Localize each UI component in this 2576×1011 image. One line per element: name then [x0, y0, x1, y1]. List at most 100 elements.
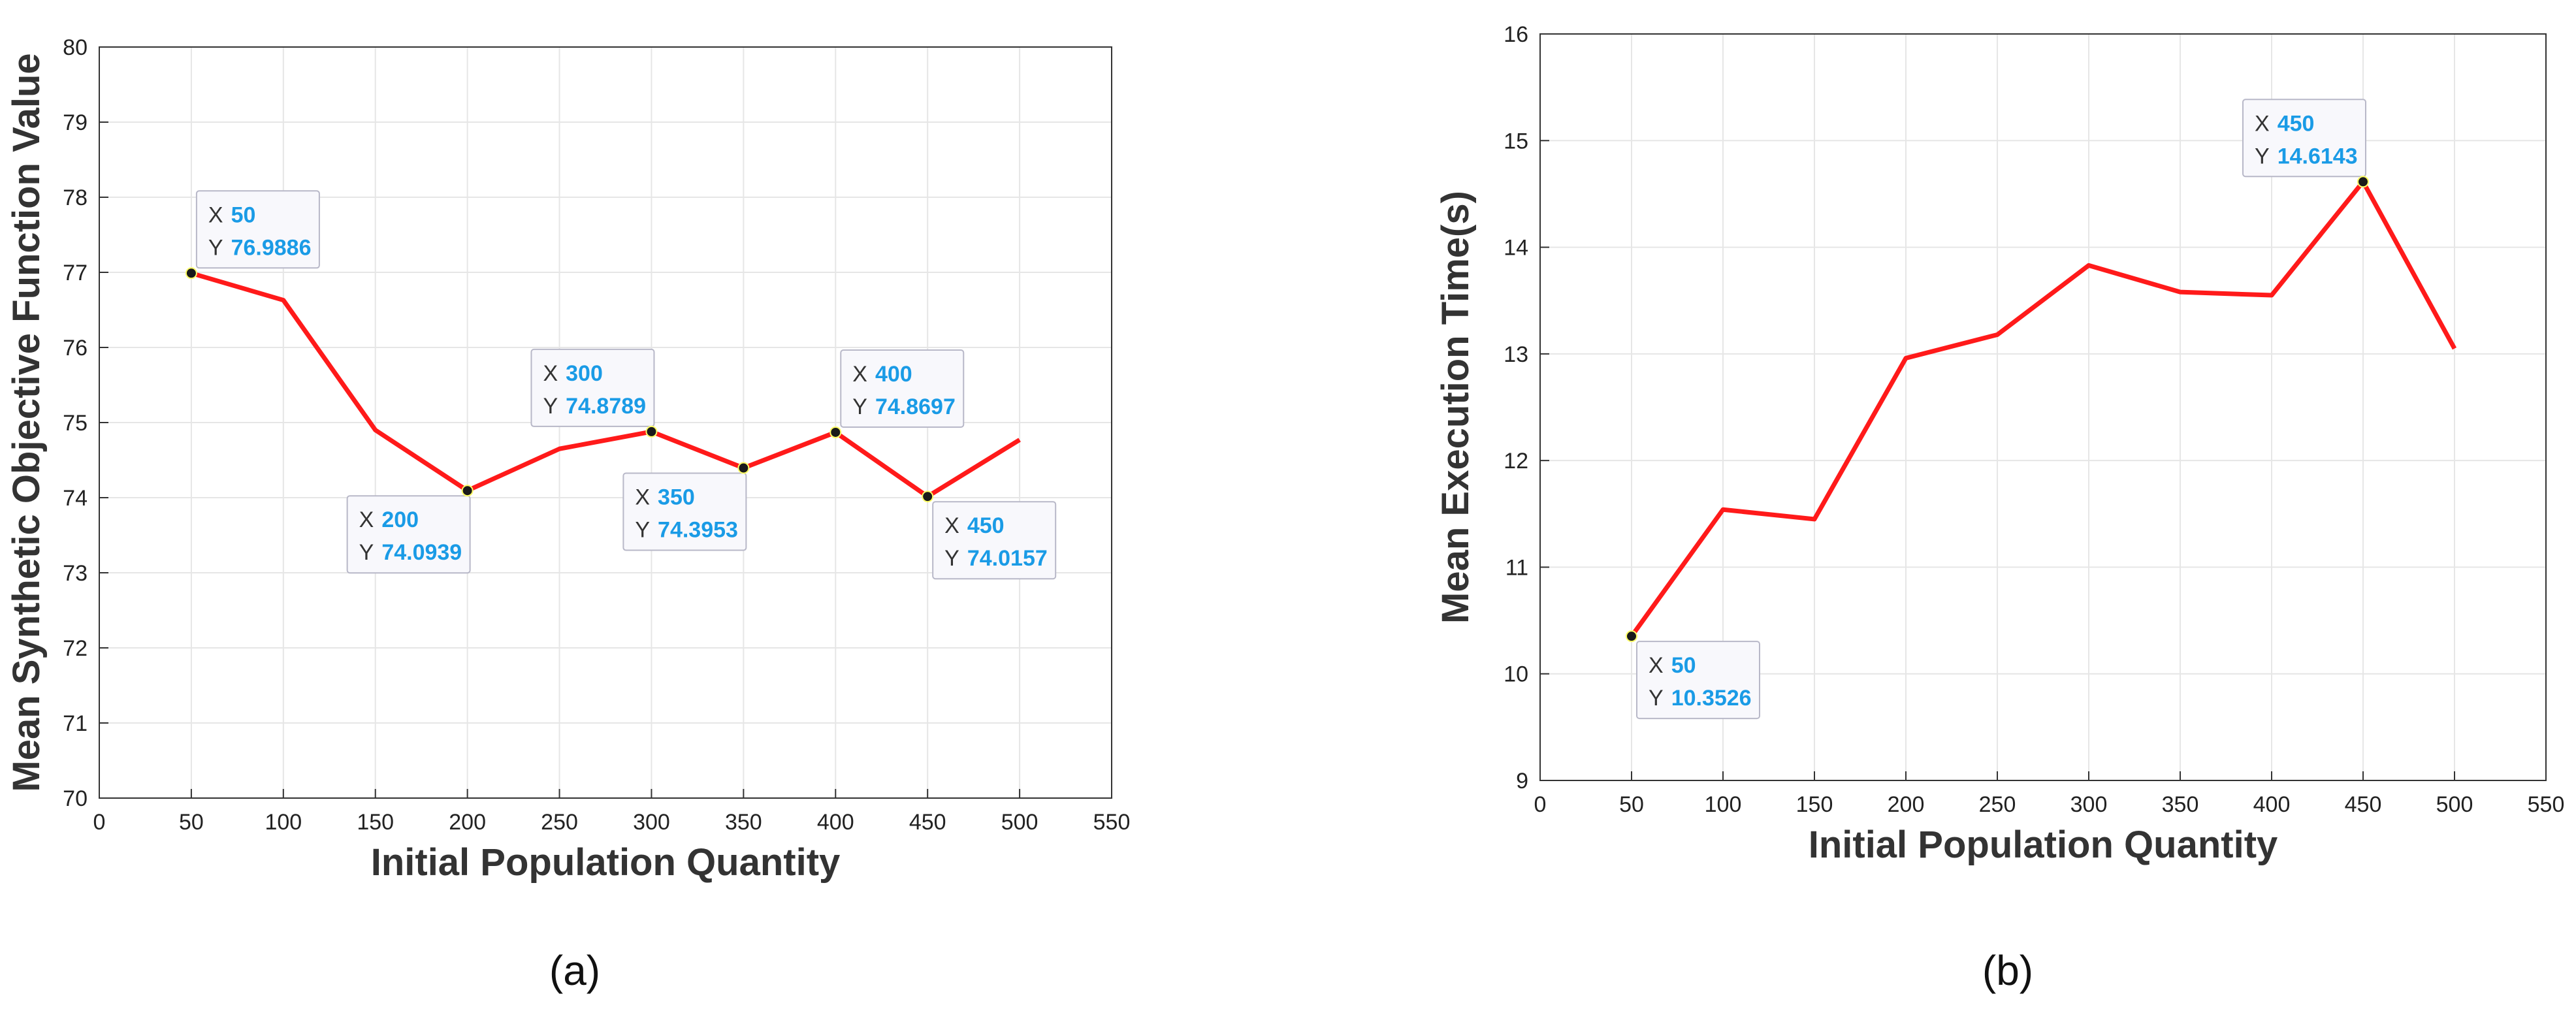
- datatip-marker: [185, 267, 197, 280]
- datatip-box: [195, 190, 320, 269]
- datatip-x-value: 350: [658, 485, 695, 510]
- datatip-y-row: Y 74.8789: [543, 394, 646, 419]
- datatip-x-value: 450: [2278, 111, 2315, 136]
- datatip-y-row: Y 74.3953: [635, 518, 738, 543]
- x-tick-label: 150: [357, 810, 394, 835]
- datatip-marker: [1626, 630, 1637, 643]
- y-tick-label: 74: [63, 486, 88, 511]
- datatip-x-row: X 50: [208, 202, 256, 227]
- y-tick-label: 9: [1516, 769, 1528, 794]
- x-tick-label: 50: [1619, 792, 1644, 817]
- y-tick-label: 80: [63, 35, 88, 60]
- x-tick-label: 550: [1093, 810, 1131, 835]
- datatip-y-value: 74.8697: [875, 394, 956, 419]
- datatip-x-prefix: X: [635, 485, 650, 510]
- datatip-y-row: Y 74.8697: [852, 394, 956, 419]
- y-tick-label: 10: [1504, 662, 1528, 687]
- datatip-y-row: Y 76.9886: [208, 235, 312, 260]
- datatip-x-value: 200: [381, 507, 419, 532]
- y-tick-label: 75: [63, 411, 88, 436]
- x-tick-label: 500: [2436, 792, 2473, 817]
- datatip-y-prefix: Y: [635, 518, 650, 543]
- datatip: X 200 Y 74.0939: [346, 485, 474, 574]
- datatip-x-prefix: X: [1649, 653, 1664, 678]
- datatip-x-row: X 200: [359, 507, 419, 532]
- datatip-y-prefix: Y: [852, 394, 867, 419]
- x-axis-label: Initial Population Quantity: [1809, 824, 2278, 866]
- datatip-box: [346, 495, 471, 574]
- y-tick-label: 12: [1504, 449, 1528, 473]
- y-tick-label: 14: [1504, 236, 1528, 261]
- panel-label: (a): [549, 947, 600, 994]
- x-tick-label: 400: [2253, 792, 2291, 817]
- datatip-marker: [645, 425, 658, 438]
- datatip: X 50 Y 76.9886: [185, 190, 320, 280]
- datatip-y-prefix: Y: [208, 235, 223, 260]
- y-axis-label: Mean Synthetic Objective Function Value: [5, 53, 48, 792]
- x-tick-label: 200: [1888, 792, 1925, 817]
- datatip-marker: [2357, 176, 2369, 188]
- datatip: X 450 Y 14.6143: [2242, 99, 2369, 188]
- chart-panel-a: 0 50 100 150 200 250 300 350 400 450 500 550 70 71 72 7…: [5, 35, 1130, 994]
- y-tick-label: 16: [1504, 22, 1528, 47]
- datatip-box: [530, 348, 655, 427]
- chart-panel-b: 0 50 100 150 200 250 300 350 400 450 500 550 9 10 11 12…: [1434, 22, 2564, 994]
- datatip-y-prefix: Y: [944, 546, 959, 571]
- axes-box: [1539, 33, 2547, 781]
- datatip-x-prefix: X: [852, 362, 867, 387]
- datatip-y-value: 14.6143: [2278, 144, 2358, 168]
- datatip: X 400 Y 74.8697: [829, 349, 965, 438]
- x-tick-label: 450: [909, 810, 946, 835]
- x-axis-label: Initial Population Quantity: [371, 841, 841, 884]
- datatip-y-value: 74.3953: [658, 518, 738, 543]
- datatip-x-row: X 400: [852, 362, 912, 387]
- x-tick-label: 450: [2345, 792, 2382, 817]
- y-tick-label: 77: [63, 261, 88, 285]
- y-tick-label: 72: [63, 636, 88, 661]
- datatip-x-row: X 350: [635, 485, 694, 510]
- datatip-box: [932, 501, 1057, 580]
- x-tick-label: 150: [1796, 792, 1833, 817]
- datatip: X 50 Y 10.3526: [1626, 630, 1760, 720]
- datatip-box: [1636, 641, 1760, 720]
- series-line: [190, 270, 1021, 499]
- y-tick-label: 79: [63, 110, 88, 135]
- datatip-y-prefix: Y: [2255, 144, 2270, 168]
- x-tick-label: 350: [725, 810, 762, 835]
- datatip: X 300 Y 74.8789: [530, 348, 658, 438]
- datatip-marker: [737, 462, 750, 474]
- y-tick-label: 73: [63, 561, 88, 586]
- x-tick-label: 250: [1979, 792, 2016, 817]
- series-line: [1630, 179, 2457, 638]
- x-tick-label: 0: [1534, 792, 1547, 817]
- datatip-box: [2242, 99, 2366, 178]
- datatip-marker: [829, 426, 842, 438]
- datatip-y-row: Y 10.3526: [1649, 686, 1752, 711]
- datatip-marker: [461, 485, 474, 497]
- x-tick-label: 550: [2528, 792, 2565, 817]
- x-tick-label: 300: [633, 810, 670, 835]
- datatip-x-value: 400: [875, 362, 912, 387]
- y-tick-label: 71: [63, 711, 88, 736]
- datatip: X 450 Y 74.0157: [922, 490, 1057, 580]
- datatip-y-value: 74.0157: [967, 546, 1048, 571]
- datatip-x-value: 50: [1671, 653, 1696, 678]
- datatip-marker: [922, 490, 934, 503]
- x-tick-label: 0: [93, 810, 106, 835]
- x-tick-label: 100: [1705, 792, 1742, 817]
- datatip-x-row: X 50: [1649, 653, 1696, 678]
- datatip-y-value: 10.3526: [1671, 686, 1752, 711]
- panel-label: (b): [1982, 947, 2033, 994]
- x-tick-label: 100: [265, 810, 302, 835]
- datatip-x-value: 50: [231, 202, 256, 227]
- datatip-x-row: X 300: [543, 361, 602, 386]
- datatip-box: [622, 472, 747, 551]
- datatip-y-prefix: Y: [359, 540, 374, 565]
- x-tick-label: 400: [817, 810, 854, 835]
- datatip-y-value: 76.9886: [231, 235, 312, 260]
- x-tick-label: 300: [2070, 792, 2108, 817]
- datatip-x-value: 300: [566, 361, 603, 386]
- datatip-y-row: Y 14.6143: [2255, 144, 2358, 168]
- y-tick-label: 15: [1504, 129, 1528, 153]
